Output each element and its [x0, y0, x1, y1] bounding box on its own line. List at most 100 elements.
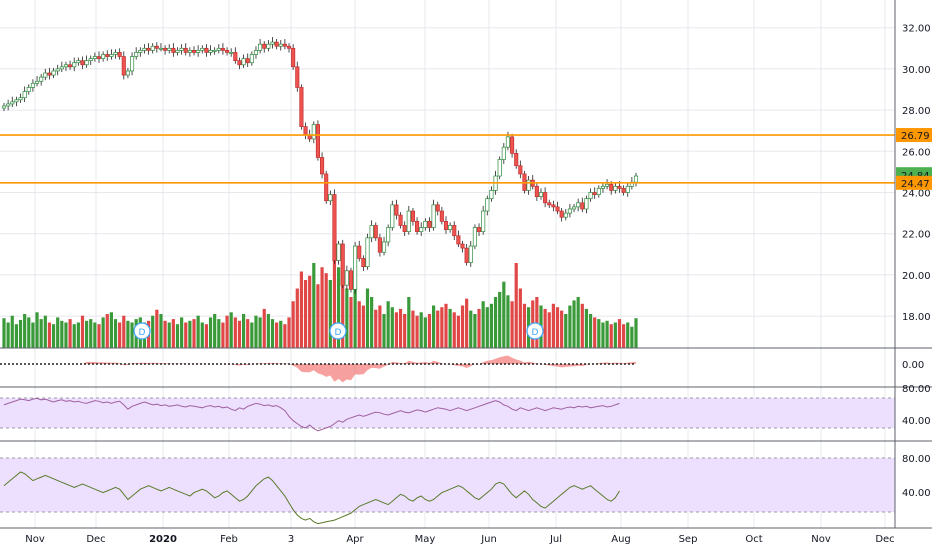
volume-bar: [217, 319, 221, 348]
volume-bar: [576, 297, 580, 348]
volume-bar: [353, 284, 357, 348]
candle-down: [518, 165, 523, 175]
price-tick-label: 24.00: [902, 189, 931, 200]
volume-bar: [287, 317, 291, 348]
level-price-tag: [896, 175, 932, 190]
volume-bar: [551, 303, 555, 348]
volume-bar: [56, 317, 60, 348]
candle-up: [633, 175, 639, 183]
candle-down: [510, 136, 515, 154]
dividend-marker-label: D: [139, 328, 146, 338]
candle-down: [464, 247, 469, 263]
candle-up: [431, 204, 436, 228]
time-axis-label: May: [415, 534, 436, 545]
volume-bar: [336, 267, 341, 348]
volume-bar: [370, 297, 374, 348]
volume-bar: [518, 288, 522, 348]
candle-up: [22, 91, 27, 99]
time-axis-label: 2020: [149, 534, 177, 545]
volume-bar: [60, 320, 64, 348]
volume-bar: [601, 322, 605, 348]
candle-up: [200, 47, 205, 51]
volume-bar: [630, 326, 634, 348]
volume-bar: [175, 324, 180, 348]
candle-down: [332, 194, 337, 261]
candle-up: [406, 210, 411, 232]
volume-bar: [105, 314, 109, 348]
price-tick-label: 28.00: [902, 106, 931, 117]
candle-up: [571, 206, 577, 210]
volume-bar: [481, 301, 485, 348]
volume-bar: [543, 308, 547, 348]
volume-bar: [299, 271, 304, 348]
volume-bar: [85, 320, 89, 348]
candle-up: [588, 192, 593, 200]
volume-bar: [295, 288, 299, 348]
candle-up: [270, 41, 275, 45]
candle-down: [299, 87, 304, 127]
volume-bar: [394, 312, 399, 348]
candle-up: [179, 47, 184, 51]
candle-up: [150, 45, 155, 51]
candle-down: [621, 188, 626, 193]
candle-up: [109, 54, 114, 57]
volume-bar: [564, 314, 568, 348]
candle-up: [92, 56, 97, 59]
candle-up: [187, 50, 192, 53]
candle-up: [468, 245, 473, 263]
horizontal-levels: [0, 134, 895, 184]
candle-up: [6, 103, 11, 107]
candle-down: [96, 56, 102, 59]
candle-down: [154, 45, 159, 49]
volume-bar: [35, 312, 39, 348]
candle-up: [59, 66, 64, 70]
volume-bar: [241, 314, 246, 348]
candle-up: [84, 60, 89, 66]
candle-down: [443, 220, 449, 230]
candle-down: [427, 220, 432, 228]
candle-down: [377, 237, 382, 253]
candle-down: [47, 72, 52, 76]
oscillator1-tick-label: 0.00: [902, 360, 924, 371]
candle-up: [596, 188, 601, 195]
candle-up: [386, 227, 391, 243]
volume-bar: [14, 324, 18, 348]
candle-down: [237, 60, 242, 66]
volume-bar: [291, 301, 295, 348]
volume-bar: [51, 324, 56, 348]
volume-bar: [324, 273, 328, 348]
volume-bar: [64, 322, 68, 348]
volume-bar: [605, 320, 609, 348]
volume-bar: [151, 315, 155, 348]
volume-bar: [213, 314, 217, 348]
candle-down: [274, 41, 279, 47]
candle-up: [138, 50, 143, 53]
volume-bar: [609, 324, 613, 348]
volume-bar: [617, 319, 622, 348]
candle-up: [419, 227, 424, 232]
candle-down: [324, 173, 329, 202]
volume-bar: [613, 322, 617, 348]
volume-bar: [303, 280, 308, 348]
candle-down: [456, 235, 461, 245]
volume-bar: [225, 315, 229, 348]
candle-up: [241, 58, 246, 66]
volume-bar: [502, 281, 506, 348]
volume-bar: [180, 317, 184, 348]
volume-bar: [622, 324, 626, 348]
candle-down: [315, 124, 320, 158]
candle-up: [423, 220, 428, 228]
candle-up: [563, 212, 568, 218]
volume-bar: [398, 308, 403, 348]
volume-bar: [634, 318, 638, 348]
candle-down: [398, 214, 403, 226]
candle-down: [286, 45, 292, 49]
volume-bar: [477, 308, 481, 348]
candle-up: [34, 80, 40, 84]
volume-bar: [460, 305, 465, 348]
volume-bar: [155, 309, 159, 348]
candle-up: [30, 82, 35, 88]
volume-bar: [593, 317, 597, 348]
volume-bar: [349, 297, 353, 348]
candle-up: [526, 179, 531, 191]
